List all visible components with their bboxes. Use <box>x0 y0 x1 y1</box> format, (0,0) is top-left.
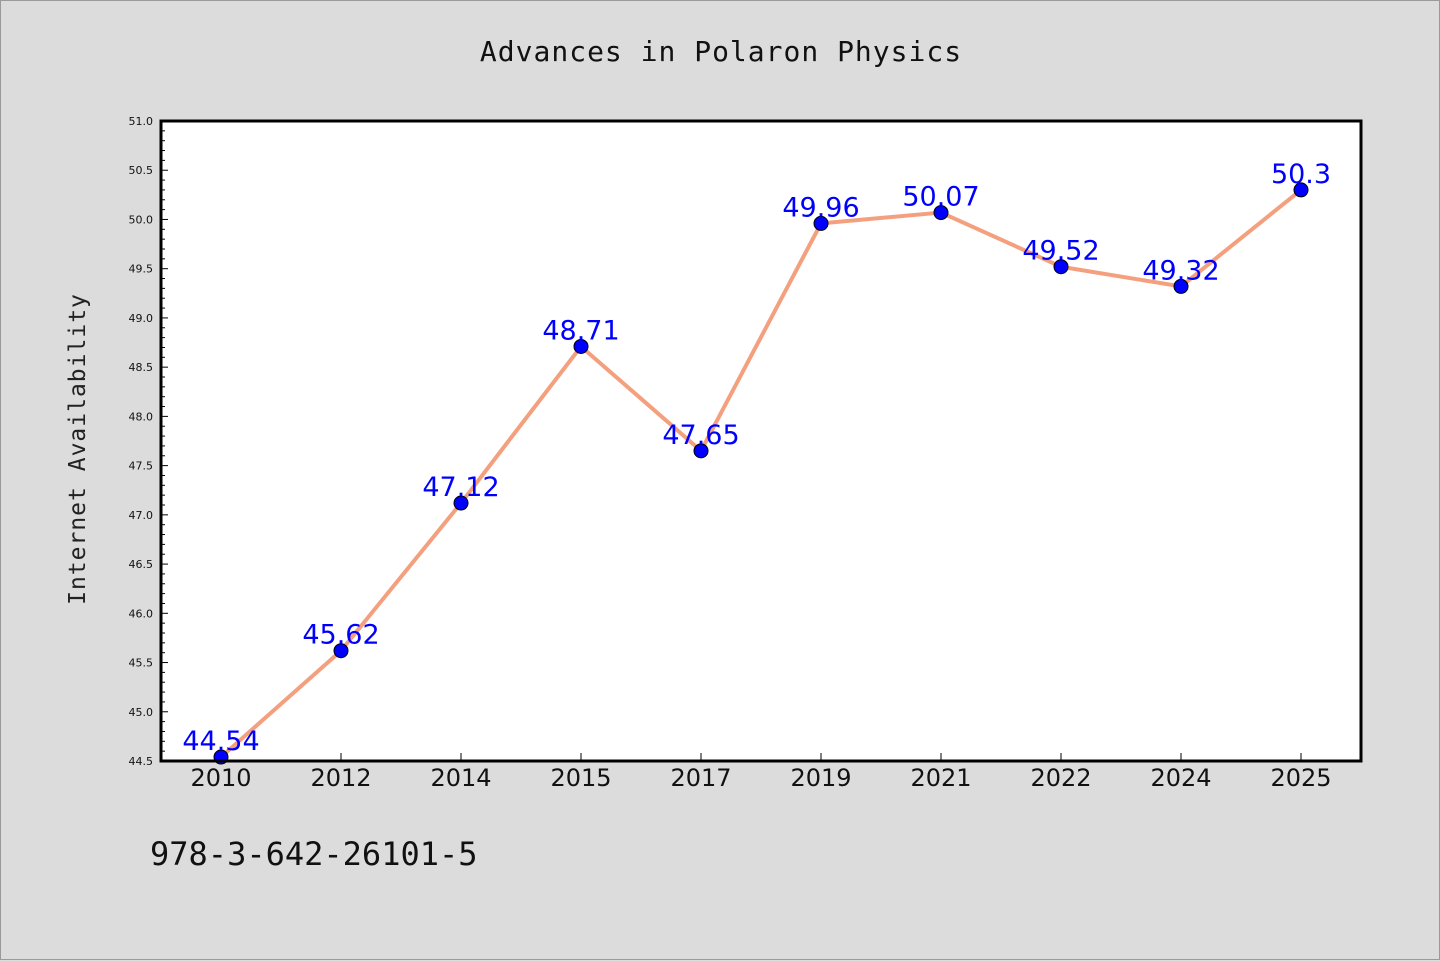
data-label: 49.96 <box>782 192 859 223</box>
y-tick-label: 49.0 <box>129 312 154 325</box>
data-point <box>453 495 469 511</box>
y-tick-label: 48.0 <box>129 410 154 423</box>
y-tick-label: 46.0 <box>129 607 154 620</box>
data-point <box>1293 182 1309 198</box>
series-line <box>219 187 1303 760</box>
y-tick-label: 50.0 <box>129 213 154 226</box>
data-point <box>813 215 829 231</box>
x-tick-label: 2010 <box>190 764 251 792</box>
data-label: 45.62 <box>302 620 379 651</box>
y-tick-label: 51.0 <box>129 115 154 128</box>
x-tick-label: 2015 <box>550 764 611 792</box>
data-point <box>1053 259 1069 275</box>
data-label: 50.3 <box>1271 159 1331 190</box>
x-tick-label: 2019 <box>790 764 851 792</box>
x-tick-label: 2017 <box>670 764 731 792</box>
isbn-text: 978-3-642-26101-5 <box>150 835 478 873</box>
data-label: 49.52 <box>1022 236 1099 267</box>
data-label: 48.71 <box>542 315 619 346</box>
data-label: 49.32 <box>1142 255 1219 286</box>
x-tick-label: 2021 <box>910 764 971 792</box>
data-point <box>933 205 949 221</box>
x-tick-label: 2022 <box>1030 764 1091 792</box>
data-point <box>1173 278 1189 294</box>
x-tick-label: 2012 <box>310 764 371 792</box>
y-tick-label: 45.0 <box>129 706 154 719</box>
data-point <box>573 338 589 354</box>
x-tick-label: 2024 <box>1150 764 1211 792</box>
data-label: 47.65 <box>662 420 739 451</box>
y-tick-label: 45.5 <box>129 657 154 670</box>
plot-frame <box>159 119 1363 763</box>
data-point <box>693 443 709 459</box>
y-tick-label: 49.5 <box>129 263 154 276</box>
y-tick-label: 47.5 <box>129 460 154 473</box>
x-tick-label: 2025 <box>1270 764 1331 792</box>
data-point <box>333 643 349 659</box>
y-tick-label: 50.5 <box>129 164 154 177</box>
y-tick-label: 44.5 <box>129 755 154 768</box>
y-tick-label: 46.5 <box>129 558 154 571</box>
plot-background <box>161 121 1361 761</box>
y-tick-label: 48.5 <box>129 361 154 374</box>
data-label: 50.07 <box>902 182 979 213</box>
data-label: 47.12 <box>422 472 499 503</box>
x-tick-label: 2014 <box>430 764 491 792</box>
chart-title: Advances in Polaron Physics <box>479 35 963 68</box>
y-tick-label: 47.0 <box>129 509 154 522</box>
data-label: 44.54 <box>182 726 259 757</box>
